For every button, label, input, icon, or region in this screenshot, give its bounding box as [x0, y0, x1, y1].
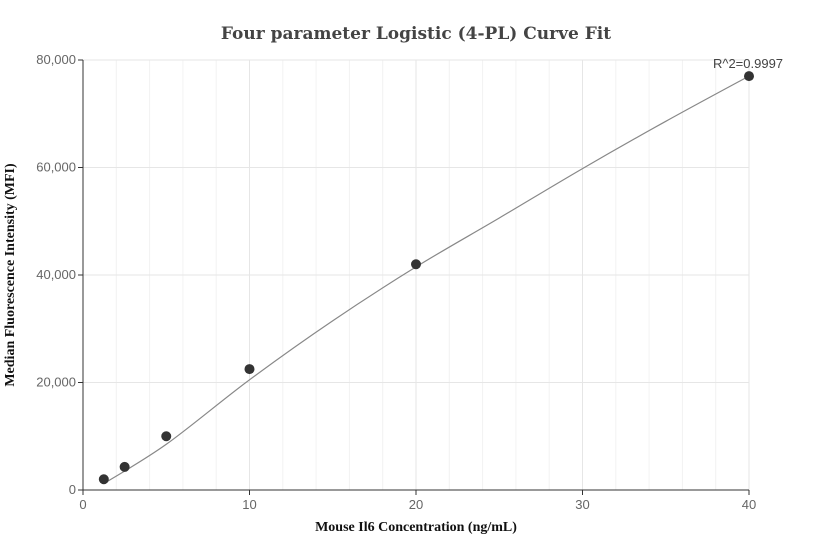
y-tick-label: 20,000 — [36, 375, 76, 390]
data-point — [98, 474, 109, 485]
chart-title: Four parameter Logistic (4-PL) Curve Fit — [221, 24, 611, 44]
axes — [78, 59, 750, 495]
y-axis-title: Median Fluorescence Intensity (MFI) — [3, 163, 18, 387]
y-tick-label: 0 — [69, 482, 76, 497]
x-tick-label: 30 — [575, 497, 589, 512]
data-point — [744, 71, 754, 82]
x-tick-label: 20 — [409, 497, 423, 512]
x-tick-label: 10 — [242, 497, 256, 512]
data-point — [119, 461, 130, 472]
y-tick-label: 60,000 — [36, 160, 76, 175]
data-point — [244, 364, 255, 375]
y-tick-label: 40,000 — [36, 267, 76, 282]
x-tick-label: 0 — [79, 497, 86, 512]
x-axis-title: Mouse Il6 Concentration (ng/mL) — [315, 520, 517, 535]
tick-labels: 0 10 20 30 40 0 20,000 40,000 60,000 80,000 — [36, 52, 756, 512]
r-squared-annotation: R^2=0.9997 — [713, 56, 783, 71]
y-tick-label: 80,000 — [36, 52, 76, 67]
data-point — [411, 259, 421, 270]
data-points — [98, 71, 754, 485]
grid — [83, 59, 750, 490]
data-point — [161, 431, 172, 442]
fit-curve — [103, 75, 750, 485]
x-tick-label: 40 — [742, 497, 756, 512]
